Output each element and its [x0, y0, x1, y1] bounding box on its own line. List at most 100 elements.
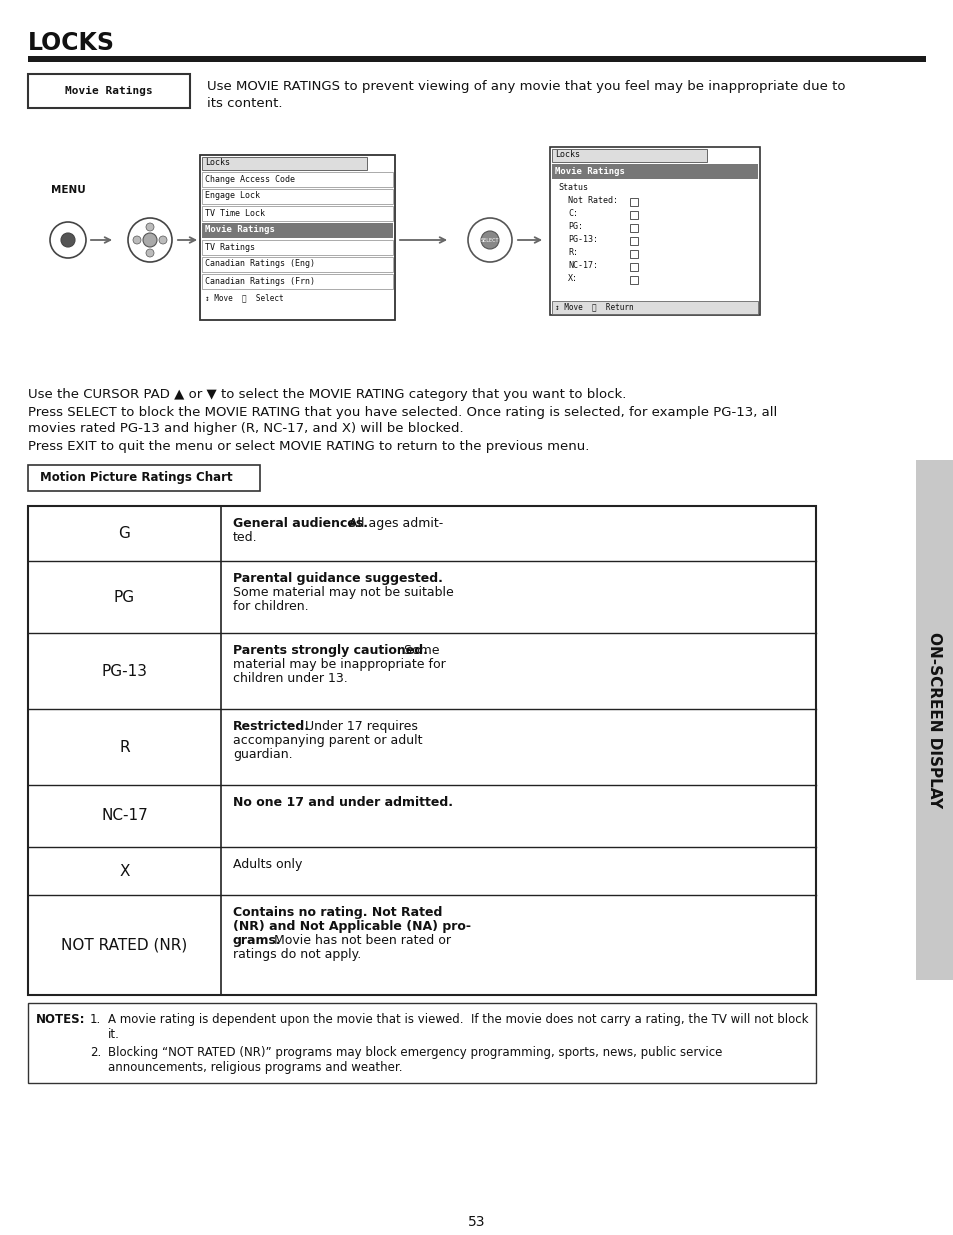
Text: No one 17 and under admitted.: No one 17 and under admitted. — [233, 797, 453, 809]
Text: announcements, religious programs and weather.: announcements, religious programs and we… — [108, 1061, 402, 1074]
Bar — [202, 240, 393, 254]
Circle shape — [143, 233, 157, 247]
Bar — [28, 1003, 815, 1083]
Circle shape — [146, 224, 153, 231]
Text: Locks: Locks — [555, 149, 579, 159]
Text: material may be inappropriate for: material may be inappropriate for — [233, 658, 445, 671]
Circle shape — [159, 236, 167, 245]
Text: Use the CURSOR PAD ▲ or ▼ to select the MOVIE RATING category that you want to b: Use the CURSOR PAD ▲ or ▼ to select the … — [28, 388, 626, 401]
Text: PG-13: PG-13 — [101, 663, 148, 678]
Text: NC-17:: NC-17: — [567, 261, 598, 270]
Bar — [550, 147, 760, 315]
Text: 53: 53 — [468, 1215, 485, 1229]
Text: X:: X: — [567, 274, 578, 283]
Text: children under 13.: children under 13. — [233, 672, 348, 685]
Circle shape — [480, 231, 498, 249]
Bar — [202, 172, 393, 186]
Text: NOTES:: NOTES: — [36, 1013, 86, 1026]
Bar — [629, 198, 638, 206]
Text: All ages admit-: All ages admit- — [344, 517, 442, 530]
Text: ratings do not apply.: ratings do not apply. — [233, 948, 361, 961]
Text: G: G — [118, 526, 131, 541]
Bar — [629, 263, 638, 270]
Text: Change Access Code: Change Access Code — [205, 174, 294, 184]
Bar — [28, 56, 925, 62]
Bar — [202, 157, 367, 170]
Text: NC-17: NC-17 — [101, 809, 148, 824]
Bar — [629, 224, 638, 232]
Text: its content.: its content. — [207, 98, 282, 110]
Text: Press SELECT to block the MOVIE RATING that you have selected. Once rating is se: Press SELECT to block the MOVIE RATING t… — [28, 406, 777, 419]
Text: A movie rating is dependent upon the movie that is viewed.  If the movie does no: A movie rating is dependent upon the mov… — [108, 1013, 807, 1026]
Text: 1.: 1. — [90, 1013, 101, 1026]
Text: Canadian Ratings (Frn): Canadian Ratings (Frn) — [205, 277, 314, 285]
Text: grams.: grams. — [233, 934, 281, 947]
Text: guardian.: guardian. — [233, 748, 293, 761]
Bar — [552, 149, 706, 162]
Text: PG-13:: PG-13: — [567, 235, 598, 245]
Text: X: X — [119, 863, 130, 878]
Text: PG: PG — [113, 589, 135, 604]
Bar — [629, 249, 638, 258]
Circle shape — [146, 249, 153, 257]
Bar — [28, 74, 190, 107]
Text: Movie has not been rated or: Movie has not been rated or — [270, 934, 451, 947]
Text: R: R — [119, 740, 130, 755]
Text: Locks: Locks — [205, 158, 230, 167]
Text: Under 17 requires: Under 17 requires — [301, 720, 417, 734]
Bar — [202, 206, 393, 221]
Bar — [629, 275, 638, 284]
Text: TV Time Lock: TV Time Lock — [205, 209, 265, 217]
Circle shape — [468, 219, 512, 262]
Text: Blocking “NOT RATED (NR)” programs may block emergency programming, sports, news: Blocking “NOT RATED (NR)” programs may b… — [108, 1046, 721, 1058]
Text: Motion Picture Ratings Chart: Motion Picture Ratings Chart — [40, 472, 233, 484]
Text: Restricted.: Restricted. — [233, 720, 310, 734]
Bar — [552, 164, 758, 179]
Text: ↕ Move  Ⓜ  Return: ↕ Move Ⓜ Return — [555, 303, 633, 311]
Text: LOCKS: LOCKS — [28, 31, 115, 56]
Text: R:: R: — [567, 248, 578, 257]
Circle shape — [132, 236, 141, 245]
Bar — [629, 211, 638, 219]
Text: Press EXIT to quit the menu or select MOVIE RATING to return to the previous men: Press EXIT to quit the menu or select MO… — [28, 440, 589, 453]
Text: ↕ Move  Ⓜ  Select: ↕ Move Ⓜ Select — [205, 294, 283, 303]
Text: Adults only: Adults only — [233, 858, 302, 871]
Text: movies rated PG-13 and higher (R, NC-17, and X) will be blocked.: movies rated PG-13 and higher (R, NC-17,… — [28, 422, 463, 435]
Text: Some material may not be suitable: Some material may not be suitable — [233, 585, 454, 599]
Text: SELECT: SELECT — [480, 237, 498, 242]
Text: MENU: MENU — [51, 185, 85, 195]
Text: Movie Ratings: Movie Ratings — [205, 226, 274, 235]
Text: Not Rated:: Not Rated: — [567, 196, 618, 205]
Text: PG:: PG: — [567, 222, 582, 231]
Bar — [629, 237, 638, 245]
Text: Some: Some — [400, 643, 439, 657]
Circle shape — [50, 222, 86, 258]
Bar — [28, 466, 260, 492]
Bar — [202, 274, 393, 289]
Circle shape — [128, 219, 172, 262]
Bar — [28, 506, 815, 995]
Text: (NR) and Not Applicable (NA) pro-: (NR) and Not Applicable (NA) pro- — [233, 920, 471, 932]
Text: Parents strongly cautioned.: Parents strongly cautioned. — [233, 643, 428, 657]
Text: Use MOVIE RATINGS to prevent viewing of any movie that you feel may be inappropr: Use MOVIE RATINGS to prevent viewing of … — [207, 80, 844, 93]
Text: ON-SCREEN DISPLAY: ON-SCREEN DISPLAY — [926, 632, 942, 808]
Text: General audiences.: General audiences. — [233, 517, 368, 530]
Bar — [552, 301, 758, 314]
Circle shape — [61, 233, 75, 247]
Text: NOT RATED (NR): NOT RATED (NR) — [61, 937, 188, 952]
Text: Status: Status — [558, 183, 587, 191]
Bar — [202, 257, 393, 272]
Text: TV Ratings: TV Ratings — [205, 242, 254, 252]
Text: Movie Ratings: Movie Ratings — [65, 86, 152, 96]
Text: Movie Ratings: Movie Ratings — [555, 167, 624, 175]
Bar — [915, 459, 953, 981]
Text: Parental guidance suggested.: Parental guidance suggested. — [233, 572, 442, 585]
Text: Engage Lock: Engage Lock — [205, 191, 260, 200]
Text: it.: it. — [108, 1028, 120, 1041]
Text: accompanying parent or adult: accompanying parent or adult — [233, 734, 422, 747]
Text: for children.: for children. — [233, 600, 309, 613]
Text: Contains no rating. Not Rated: Contains no rating. Not Rated — [233, 906, 442, 919]
Text: 2.: 2. — [90, 1046, 101, 1058]
Text: Canadian Ratings (Eng): Canadian Ratings (Eng) — [205, 259, 314, 268]
Bar — [202, 224, 393, 238]
